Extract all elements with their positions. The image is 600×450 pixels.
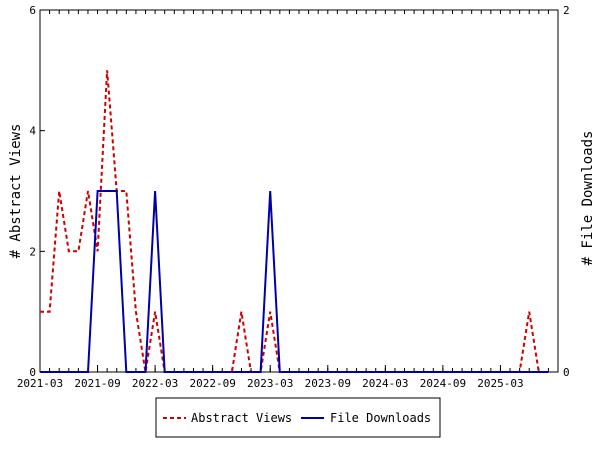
- x-tick-label: 2021-09: [74, 377, 120, 390]
- y-left-axis-label: # Abstract Views: [8, 124, 24, 259]
- x-tick-labels: 2021-03 2021-09 2022-03 2022-09 2023-03 2023-…: [17, 377, 524, 390]
- y-left-tick-label: 6: [29, 4, 36, 17]
- y-right-axis-label: # File Downloads: [580, 131, 596, 266]
- x-tick-label: 2021-03: [17, 377, 63, 390]
- x-tick-label: 2023-09: [305, 377, 351, 390]
- x-tick-label: 2024-09: [420, 377, 466, 390]
- legend: Abstract Views File Downloads: [155, 397, 441, 438]
- x-tick-label: 2022-09: [189, 377, 235, 390]
- plot-area: [39, 9, 559, 373]
- x-tick-label: 2025-03: [477, 377, 523, 390]
- y-left-tick-label: 0: [29, 366, 36, 379]
- x-tick-label: 2024-03: [362, 377, 408, 390]
- y-left-tick-label: 4: [29, 125, 36, 138]
- y-left-tick-label: 2: [29, 245, 36, 258]
- y-right-tick-label: 2: [563, 4, 570, 17]
- legend-label-file-downloads: File Downloads: [330, 411, 431, 425]
- x-tick-label: 2022-03: [132, 377, 178, 390]
- series-lines: [40, 70, 549, 373]
- x-tick-label: 2023-03: [247, 377, 293, 390]
- series-line-file-downloads: [40, 190, 549, 373]
- legend-label-abstract-views: Abstract Views: [191, 411, 292, 425]
- y-left-tick-labels: 0 2 4 6: [29, 4, 36, 379]
- legend-box: [155, 397, 441, 438]
- y-right-tick-labels: 02: [563, 4, 570, 379]
- y-right-tick-label: 0: [563, 366, 570, 379]
